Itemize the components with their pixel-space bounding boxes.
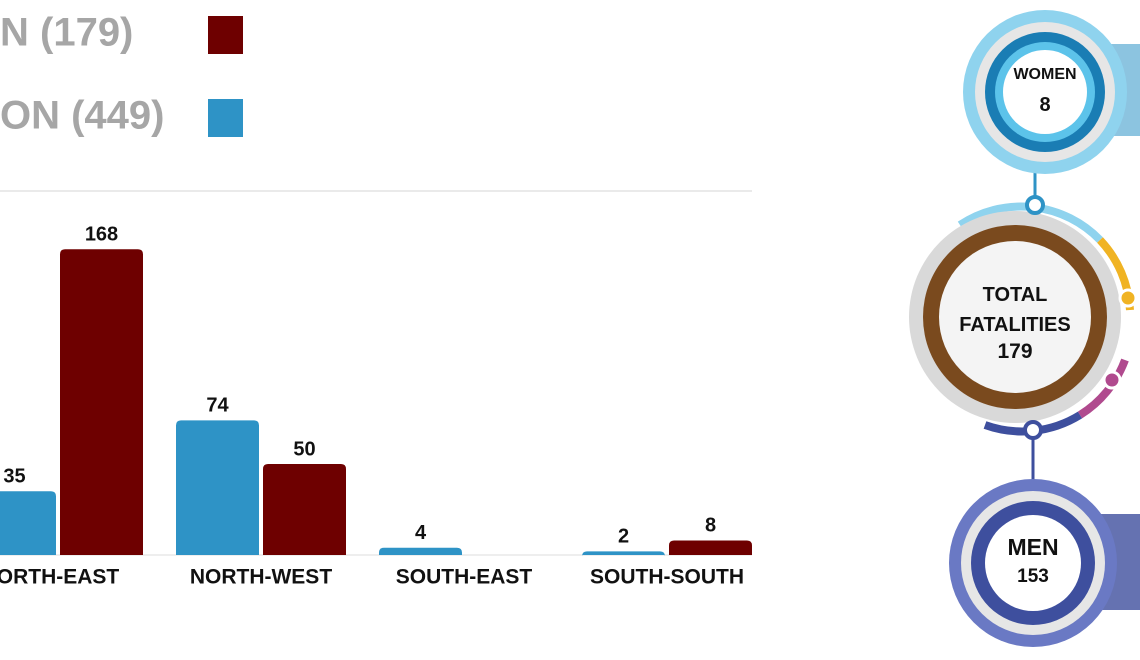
bar [669, 540, 752, 555]
value-label: 168 [85, 224, 118, 246]
men-label: MEN [1007, 534, 1059, 560]
bar [379, 547, 462, 555]
women-label: WOMEN [1013, 66, 1077, 83]
value-label: 35 [3, 466, 25, 488]
women-value: 8 [1039, 94, 1051, 116]
x-tick-label: NORTH-WEST [190, 566, 332, 589]
value-label: 50 [293, 438, 315, 460]
total-label: TOTAL FATALITIES [959, 284, 1071, 336]
value-label: 2 [618, 526, 629, 548]
value-label: 8 [705, 515, 716, 537]
bar [60, 249, 143, 556]
legend-swatch [208, 16, 243, 54]
legend-swatch [208, 99, 243, 137]
bar [176, 420, 259, 555]
bar [0, 491, 56, 555]
bar [263, 464, 346, 555]
legend-label: N (179) [0, 11, 133, 55]
legend-label: ON (449) [0, 94, 165, 138]
value-label: 74 [206, 395, 229, 417]
total-value: 179 [997, 340, 1033, 363]
x-tick-label: ORTH-EAST [0, 566, 119, 589]
x-tick-label: SOUTH-EAST [396, 566, 533, 589]
men-value: 153 [1017, 566, 1049, 587]
circle-decor [909, 10, 1140, 647]
value-label: 4 [415, 522, 427, 544]
x-tick-label: SOUTH-SOUTH [590, 566, 744, 589]
bar [582, 551, 665, 557]
